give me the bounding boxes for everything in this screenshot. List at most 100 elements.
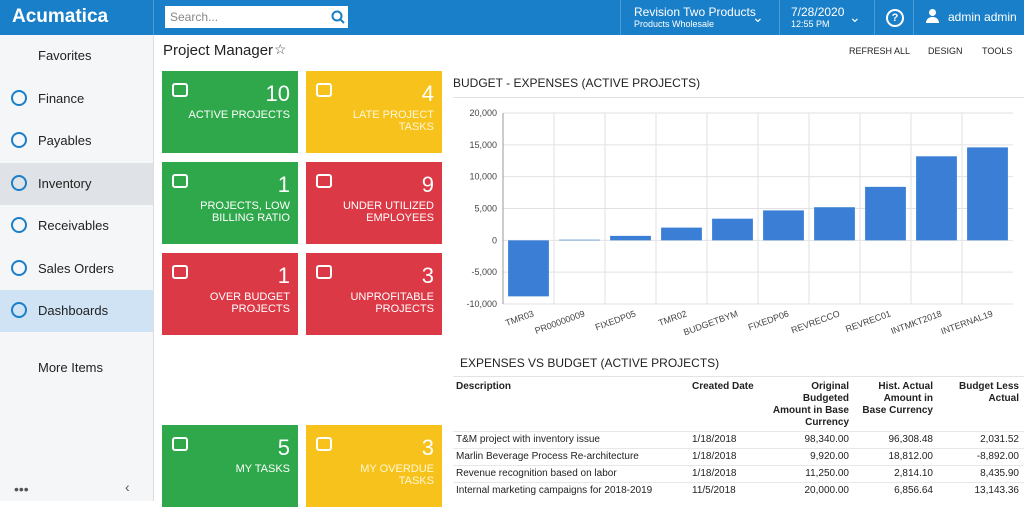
chart: -10,000 -5,000 0 5,000 10,000 15,000 20,000 TMR… [466,108,1013,337]
sidebar-item[interactable]: More Items [0,347,153,389]
x-tick-label: PR00000009 [533,308,586,335]
tile-label: ACTIVE PROJECTS [188,109,290,121]
sidebar-item[interactable]: Finance [0,78,153,120]
y-tick-label: 0 [492,235,497,245]
bar [814,207,855,241]
sidebar-item[interactable]: Sales Orders [0,248,153,290]
sidebar-label: Dashboards [38,303,109,318]
sidebar-item[interactable]: Payables [0,120,153,162]
sidebar-item[interactable]: Dashboards [0,290,153,332]
x-tick-label: FIXEDP05 [594,308,637,332]
chart-title: BUDGET - EXPENSES (ACTIVE PROJECTS) [453,76,701,90]
x-tick-label: BUDGETBYM [682,308,739,337]
help-icon[interactable]: ? [886,9,904,27]
tile-label: OVER BUDGET PROJECTS [209,291,290,315]
tile-label: MY TASKS [235,463,290,475]
column-header: Hist. Actual Amount in Base Currency [862,381,933,416]
favorite-star[interactable]: ☆ [274,41,287,57]
sidebar-label: Finance [38,90,85,106]
collapse[interactable]: ‹ [125,479,130,495]
table-cell: 1/18/2018 [692,434,737,445]
column-header: Original Budgeted Amount in Base Currenc… [772,381,849,428]
tile-value: 3 [421,263,434,288]
x-tick-label: TMR03 [504,308,535,327]
toolbar-button[interactable]: DESIGN [928,46,963,56]
chevron[interactable]: ⌄ [849,9,861,25]
y-tick-label: 20,000 [469,108,497,118]
x-tick-label: INTMKT2018 [889,308,943,336]
sidebar-item[interactable]: Receivables [0,205,153,247]
tile[interactable]: 4 LATE PROJECT TASKS [306,71,442,153]
time: 12:55 PM [791,19,830,29]
table-cell: 20,000.00 [804,485,850,496]
bar [712,218,753,241]
sidebar-item[interactable]: Favorites [0,35,153,77]
date[interactable]: 7/28/2020 [791,5,845,19]
branch: Products Wholesale [634,19,715,29]
table-title: EXPENSES VS BUDGET (ACTIVE PROJECTS) [460,356,720,370]
tile[interactable]: 3 UNPROFITABLE PROJECTS [306,253,442,335]
sidebar-icon [11,89,27,106]
search-box[interactable]: Search... [165,6,348,28]
tile-value: 9 [421,172,434,197]
bar [508,240,549,297]
user-name[interactable]: admin admin [948,10,1017,24]
table-cell: 11/5/2018 [692,485,736,496]
table-cell: Internal marketing campaigns for 2018-20… [456,485,653,496]
sidebar-label: More Items [38,360,104,375]
y-tick-label: -5,000 [471,267,497,277]
row-divider [453,448,1024,449]
company[interactable]: Revision Two Products [634,5,756,19]
tile-value: 1 [277,172,290,197]
tile-icon [172,265,188,279]
tile-icon [316,437,332,451]
sidebar-label: Favorites [38,48,92,63]
tile[interactable]: 1 OVER BUDGET PROJECTS [162,253,298,335]
tile-label: UNPROFITABLE PROJECTS [350,291,434,315]
bar [865,186,906,241]
more-dots[interactable]: ••• [14,481,29,497]
sidebar-icon [11,217,27,233]
sidebar-label: Receivables [38,218,109,233]
table-cell: 2,031.52 [980,434,1019,445]
y-tick-label: 10,000 [469,172,497,182]
table-cell: 18,812.00 [888,451,934,462]
divider [453,97,1024,98]
sidebar-icon [11,174,27,191]
chevron[interactable]: ⌄ [752,9,764,25]
tile[interactable]: 9 UNDER UTILIZED EMPLOYEES [306,162,442,244]
sidebar-item[interactable]: Inventory [0,162,153,205]
y-tick-label: 5,000 [474,204,497,214]
table-cell: Marlin Beverage Process Re-architecture [456,451,639,462]
sidebar: Favorites Finance Payables Inventory Receiva… [0,35,154,501]
tile-icon [172,83,188,97]
tile[interactable]: 1 PROJECTS, LOW BILLING RATIO [162,162,298,244]
tile[interactable]: 3 MY OVERDUE TASKS [306,425,442,507]
table-cell: 1/18/2018 [692,468,737,479]
tile-icon [316,174,332,188]
tile-label: MY OVERDUE TASKS [360,463,434,487]
column-header: Created Date [692,381,754,392]
toolbar-button[interactable]: TOOLS [982,46,1013,56]
sidebar-icon [11,132,27,148]
user-icon [926,9,939,23]
tile-value: 1 [277,263,290,288]
tile-value: 10 [265,81,290,106]
tile-value: 5 [277,435,290,460]
table-cell: 13,143.36 [974,485,1020,496]
table-cell: 2,814.10 [894,468,933,479]
logo[interactable]: Acumatica [12,6,109,27]
x-tick-label: INTERNAL19 [940,308,995,336]
tile-label: UNDER UTILIZED EMPLOYEES [342,200,434,224]
table-cell: 9,920.00 [810,451,849,462]
tile[interactable]: 10 ACTIVE PROJECTS [162,71,298,153]
tile-icon [316,265,332,279]
table-cell: 96,308.48 [888,434,934,445]
search-icon [331,10,345,24]
tile[interactable]: 5 MY TASKS [162,425,298,507]
sidebar-icon [11,47,27,63]
x-tick-label: REVRECCO [790,308,841,335]
tile-value: 4 [421,81,434,106]
toolbar-button[interactable]: REFRESH ALL [849,46,911,56]
